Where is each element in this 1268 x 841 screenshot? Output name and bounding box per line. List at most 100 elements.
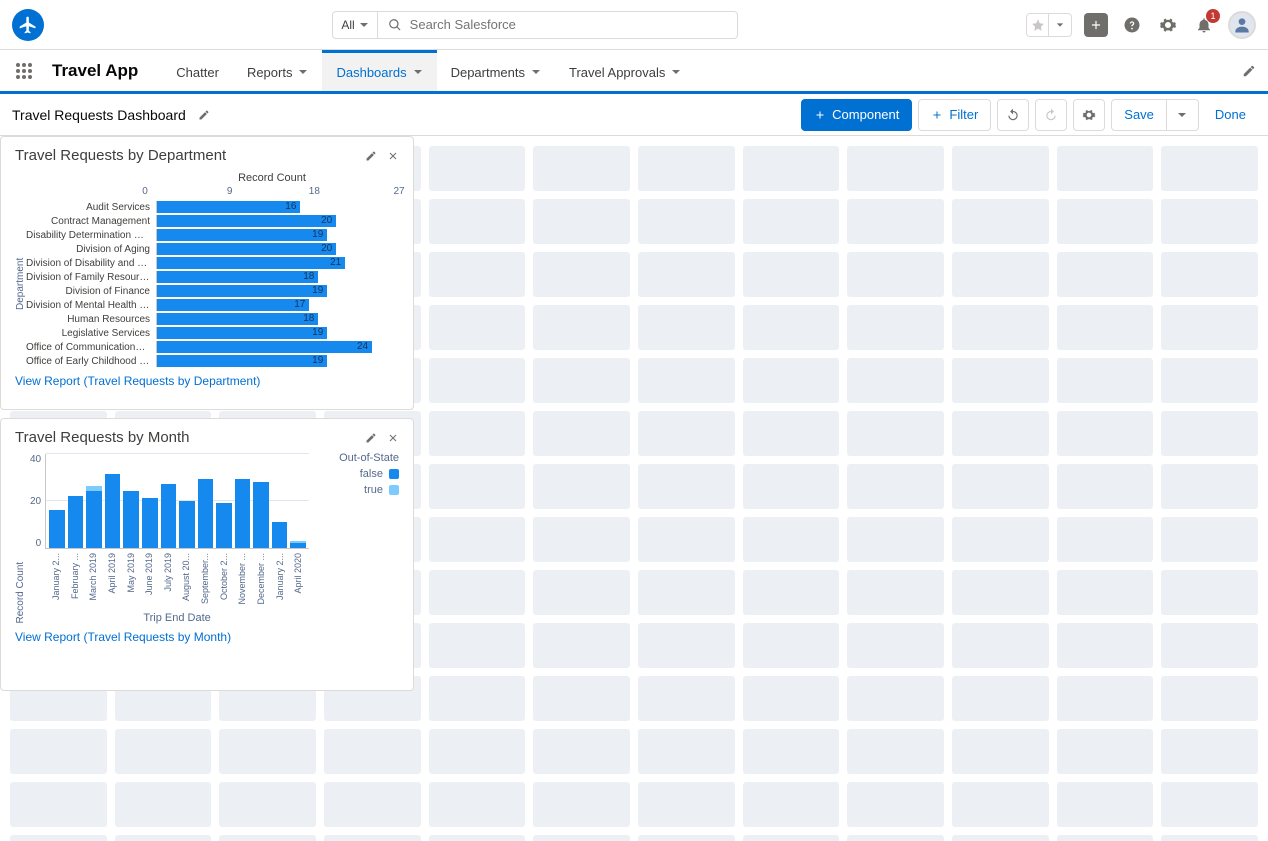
bar-column[interactable] [68, 496, 84, 548]
grid-cell[interactable] [638, 729, 735, 774]
grid-cell[interactable] [324, 835, 421, 841]
grid-cell[interactable] [1161, 252, 1258, 297]
bar-column[interactable] [179, 501, 195, 549]
grid-cell[interactable] [847, 729, 944, 774]
add-filter-button[interactable]: Filter [918, 99, 991, 131]
app-launcher[interactable] [12, 59, 36, 83]
bar-column[interactable] [272, 522, 288, 548]
grid-cell[interactable] [743, 676, 840, 721]
personalize-nav-button[interactable] [1242, 64, 1256, 78]
grid-cell[interactable] [1057, 358, 1154, 403]
grid-cell[interactable] [638, 517, 735, 562]
grid-cell[interactable] [429, 252, 526, 297]
grid-cell[interactable] [847, 623, 944, 668]
grid-cell[interactable] [533, 782, 630, 827]
grid-cell[interactable] [429, 146, 526, 191]
bar[interactable]: 20 [157, 215, 336, 227]
grid-cell[interactable] [1057, 729, 1154, 774]
grid-cell[interactable] [1057, 782, 1154, 827]
grid-cell[interactable] [1161, 570, 1258, 615]
grid-cell[interactable] [429, 835, 526, 841]
grid-cell[interactable] [847, 146, 944, 191]
grid-cell[interactable] [743, 517, 840, 562]
grid-cell[interactable] [533, 358, 630, 403]
grid-cell[interactable] [429, 729, 526, 774]
save-button[interactable]: Save [1111, 99, 1167, 131]
bar-column[interactable] [216, 503, 232, 548]
grid-cell[interactable] [1161, 146, 1258, 191]
grid-cell[interactable] [638, 358, 735, 403]
bar[interactable]: 19 [157, 327, 327, 339]
grid-cell[interactable] [743, 146, 840, 191]
grid-cell[interactable] [533, 252, 630, 297]
grid-cell[interactable] [952, 517, 1049, 562]
grid-cell[interactable] [533, 411, 630, 456]
grid-cell[interactable] [638, 570, 735, 615]
grid-cell[interactable] [429, 358, 526, 403]
widget-travel-requests-by-department[interactable]: Travel Requests by Department Record Cou… [0, 136, 414, 410]
grid-cell[interactable] [429, 570, 526, 615]
grid-cell[interactable] [324, 729, 421, 774]
grid-cell[interactable] [1057, 199, 1154, 244]
grid-cell[interactable] [533, 305, 630, 350]
bar[interactable]: 19 [157, 285, 327, 297]
grid-cell[interactable] [638, 411, 735, 456]
bar-column[interactable] [290, 541, 306, 548]
grid-cell[interactable] [743, 199, 840, 244]
grid-cell[interactable] [847, 570, 944, 615]
user-avatar[interactable] [1228, 11, 1256, 39]
grid-cell[interactable] [219, 782, 316, 827]
grid-cell[interactable] [429, 676, 526, 721]
grid-cell[interactable] [533, 623, 630, 668]
grid-cell[interactable] [638, 464, 735, 509]
grid-cell[interactable] [743, 623, 840, 668]
grid-cell[interactable] [952, 199, 1049, 244]
widget-travel-requests-by-month[interactable]: Travel Requests by Month Record Count 40… [0, 418, 414, 691]
bar-column[interactable] [235, 479, 251, 548]
view-report-link[interactable]: View Report (Travel Requests by Departme… [15, 374, 260, 388]
edit-title-button[interactable] [198, 109, 210, 121]
grid-cell[interactable] [847, 199, 944, 244]
grid-cell[interactable] [952, 358, 1049, 403]
view-report-link[interactable]: View Report (Travel Requests by Month) [15, 630, 231, 644]
dashboard-properties-button[interactable] [1073, 99, 1105, 131]
star-icon[interactable] [1027, 14, 1049, 36]
grid-cell[interactable] [533, 835, 630, 841]
grid-cell[interactable] [847, 358, 944, 403]
bar[interactable]: 18 [157, 313, 318, 325]
help-button[interactable] [1120, 13, 1144, 37]
grid-cell[interactable] [429, 199, 526, 244]
grid-cell[interactable] [638, 146, 735, 191]
grid-cell[interactable] [10, 835, 107, 841]
grid-cell[interactable] [429, 411, 526, 456]
grid-cell[interactable] [1161, 676, 1258, 721]
grid-cell[interactable] [1161, 358, 1258, 403]
bar[interactable]: 16 [157, 201, 300, 213]
grid-cell[interactable] [1057, 305, 1154, 350]
grid-cell[interactable] [1057, 676, 1154, 721]
grid-cell[interactable] [638, 623, 735, 668]
grid-cell[interactable] [638, 199, 735, 244]
grid-cell[interactable] [847, 252, 944, 297]
grid-cell[interactable] [847, 411, 944, 456]
grid-cell[interactable] [847, 464, 944, 509]
bar[interactable]: 17 [157, 299, 309, 311]
grid-cell[interactable] [1161, 199, 1258, 244]
grid-cell[interactable] [952, 146, 1049, 191]
bar[interactable]: 21 [157, 257, 345, 269]
grid-cell[interactable] [1057, 464, 1154, 509]
grid-cell[interactable] [1057, 411, 1154, 456]
grid-cell[interactable] [952, 252, 1049, 297]
grid-cell[interactable] [1161, 835, 1258, 841]
grid-cell[interactable] [219, 729, 316, 774]
grid-cell[interactable] [10, 782, 107, 827]
grid-cell[interactable] [10, 729, 107, 774]
favorites-split-button[interactable] [1026, 13, 1072, 37]
grid-cell[interactable] [743, 835, 840, 841]
grid-cell[interactable] [638, 782, 735, 827]
grid-cell[interactable] [533, 146, 630, 191]
grid-cell[interactable] [847, 782, 944, 827]
notifications-button[interactable]: 1 [1192, 13, 1216, 37]
redo-button[interactable] [1035, 99, 1067, 131]
bar-column[interactable] [49, 510, 65, 548]
